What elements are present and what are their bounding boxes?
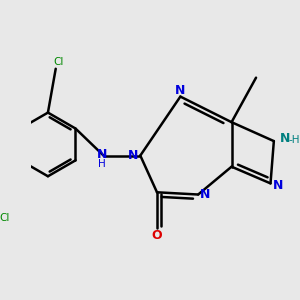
Text: -H: -H (289, 135, 300, 145)
Text: N: N (128, 149, 138, 162)
Text: Cl: Cl (53, 57, 63, 67)
Text: N: N (273, 179, 283, 192)
Text: Cl: Cl (0, 213, 10, 223)
Text: N: N (280, 132, 290, 145)
Text: N: N (175, 84, 186, 97)
Text: N: N (97, 148, 107, 161)
Text: N: N (200, 188, 211, 201)
Text: H: H (98, 159, 106, 169)
Text: O: O (152, 229, 162, 242)
